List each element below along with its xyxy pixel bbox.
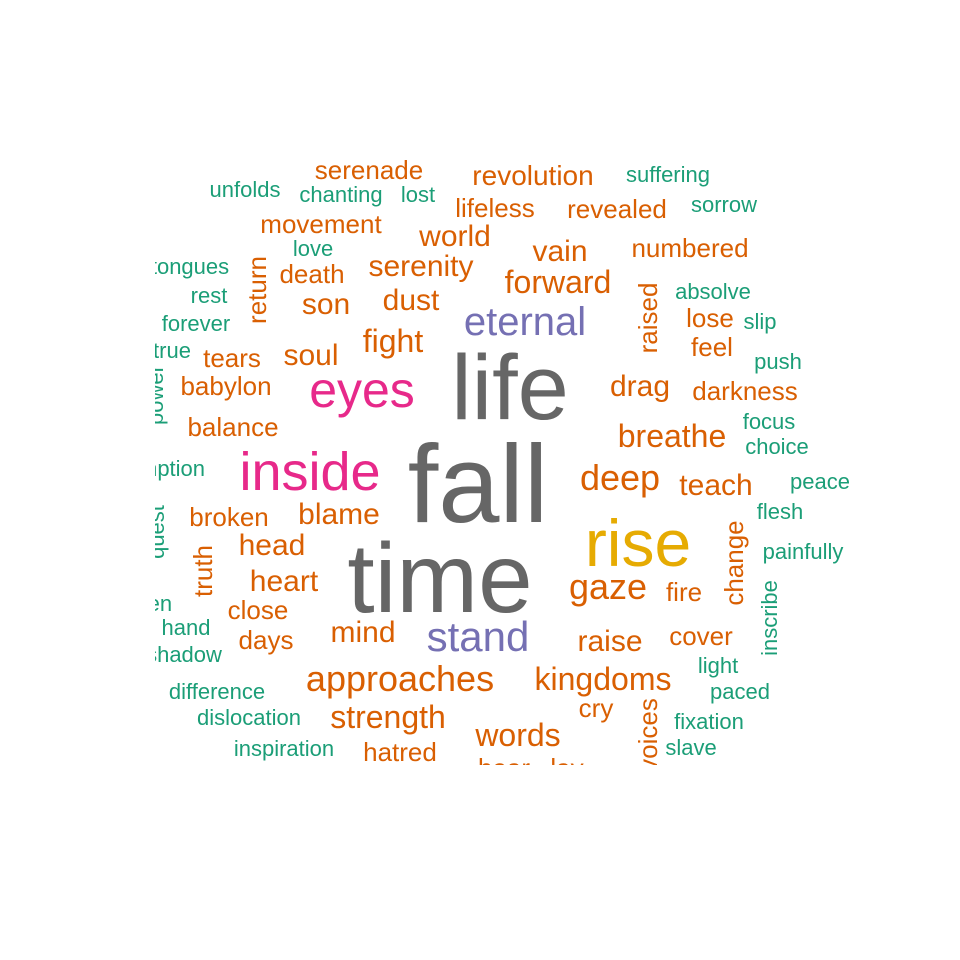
word-eternal: eternal <box>463 300 587 344</box>
word-shadow: shadow <box>155 642 222 667</box>
word-tongues: tongues <box>155 254 230 279</box>
word-numbered: numbered <box>631 233 749 263</box>
word-sorrow: sorrow <box>690 192 758 217</box>
word-cry: cry <box>578 693 614 723</box>
word-unfolds: unfolds <box>209 177 281 202</box>
word-raise: raise <box>577 625 643 658</box>
word-time: time <box>347 523 533 633</box>
word-paced: paced <box>710 679 770 704</box>
word-teach: teach <box>679 469 753 502</box>
word-focus: focus <box>742 409 796 434</box>
word-push: push <box>754 349 802 374</box>
word-cover: cover <box>669 621 733 651</box>
word-kingdoms: kingdoms <box>534 661 672 697</box>
word-absolve: absolve <box>675 279 751 304</box>
word-close: close <box>227 595 289 625</box>
word-lose: lose <box>686 303 734 333</box>
word-fall: fall <box>407 423 549 546</box>
word-suffering: suffering <box>626 162 710 187</box>
word-drag: drag <box>609 370 671 403</box>
word-lay: lay <box>550 755 583 765</box>
word-vain: vain <box>532 235 588 268</box>
word-breathe: breathe <box>617 418 727 454</box>
word-forward: forward <box>504 264 612 300</box>
word-strength: strength <box>330 699 446 735</box>
word-fight: fight <box>362 323 424 359</box>
word-choice: choice <box>745 434 809 459</box>
word-heaven: heaven <box>155 591 173 616</box>
word-cloud-clip: fall time life rise inside eyes eternal stand ap… <box>155 140 865 765</box>
word-heart: heart <box>249 565 319 598</box>
word-revolution: revolution <box>472 160 594 191</box>
word-head: head <box>238 529 306 562</box>
word-approaches: approaches <box>305 658 495 699</box>
word-hand: hand <box>161 615 211 640</box>
word-stand: stand <box>426 613 530 660</box>
word-inspiration: inspiration <box>233 736 335 761</box>
word-babylon: babylon <box>180 371 272 401</box>
word-dislocation: dislocation <box>197 705 301 730</box>
word-broken: broken <box>189 502 269 532</box>
word-movement: movement <box>260 209 382 239</box>
word-rest: rest <box>190 283 228 308</box>
word-slip: slip <box>743 309 777 334</box>
word-truth: truth <box>188 544 218 598</box>
word-power: power <box>155 365 168 425</box>
word-deep: deep <box>579 457 661 498</box>
word-balance: balance <box>187 412 279 442</box>
word-serenade: serenade <box>314 155 424 185</box>
word-son: son <box>301 288 351 321</box>
word-serenity: serenity <box>368 250 474 283</box>
word-redemption: redemption <box>155 456 206 481</box>
word-inscribe: inscribe <box>757 580 782 656</box>
word-tears: tears <box>203 343 261 373</box>
word-flesh: flesh <box>756 499 804 524</box>
word-light: light <box>697 653 739 678</box>
word-eyes: eyes <box>309 362 415 418</box>
word-inside: inside <box>239 442 381 502</box>
word-peace: peace <box>790 469 850 494</box>
word-world: world <box>419 220 491 253</box>
word-rise: rise <box>584 506 692 580</box>
word-true: true <box>155 338 191 363</box>
word-feel: feel <box>691 332 733 362</box>
word-chanting: chanting <box>299 182 383 207</box>
word-difference: difference <box>168 679 266 704</box>
word-mind: mind <box>330 616 396 649</box>
word-words: words <box>475 717 561 753</box>
word-blame: blame <box>298 498 380 531</box>
word-love: love <box>292 236 334 261</box>
word-lifeless: lifeless <box>455 193 535 223</box>
word-dust: dust <box>382 284 440 317</box>
word-fixation: fixation <box>674 709 744 734</box>
word-gaze: gaze <box>568 566 648 607</box>
word-painfully: painfully <box>762 539 844 564</box>
word-soul: soul <box>283 339 339 372</box>
word-darkness: darkness <box>692 376 798 406</box>
word-death: death <box>279 259 345 289</box>
word-hatred: hatred <box>363 737 437 765</box>
word-quest: quest <box>155 505 169 559</box>
word-change: change <box>719 520 749 606</box>
word-slave: slave <box>665 735 717 760</box>
word-lost: lost <box>400 182 436 207</box>
word-fire: fire <box>665 577 703 607</box>
word-bear: bear <box>478 755 530 765</box>
word-days: days <box>238 625 294 655</box>
word-life: life <box>451 337 569 439</box>
word-raised: raised <box>633 282 663 354</box>
word-revealed: revealed <box>567 194 667 224</box>
word-return: return <box>242 256 272 324</box>
word-voices: voices <box>633 698 663 765</box>
word-forever: forever <box>161 311 231 336</box>
